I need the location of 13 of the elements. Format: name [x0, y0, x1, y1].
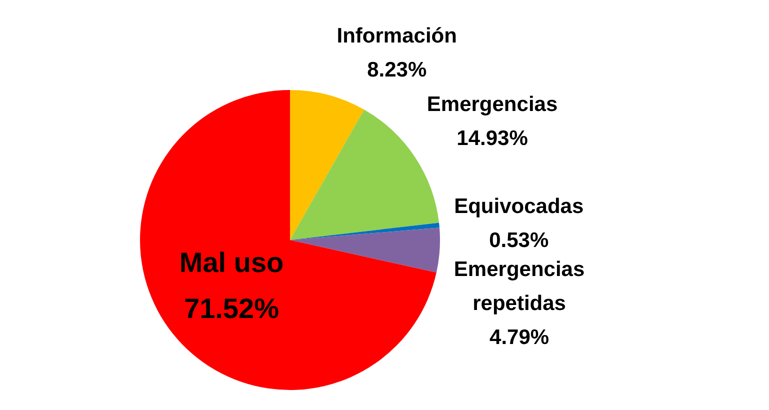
data-label: 0.53%	[489, 229, 549, 252]
slice-label: Mal uso	[179, 246, 284, 278]
pie-slice	[290, 222, 440, 240]
pie-slice	[290, 228, 440, 273]
data-label: 71.52%	[184, 292, 280, 324]
slice-label: Emergencias	[426, 92, 558, 116]
data-label: 4.79%	[490, 326, 550, 350]
slice-label: Emergencias repetidas	[454, 258, 585, 316]
data-label: 14.93%	[456, 126, 528, 150]
data-label: 8.23%	[367, 58, 427, 82]
pie-slice	[290, 90, 364, 240]
slice-label: Equivocadas	[454, 195, 584, 218]
slice-label: Información	[336, 24, 457, 48]
